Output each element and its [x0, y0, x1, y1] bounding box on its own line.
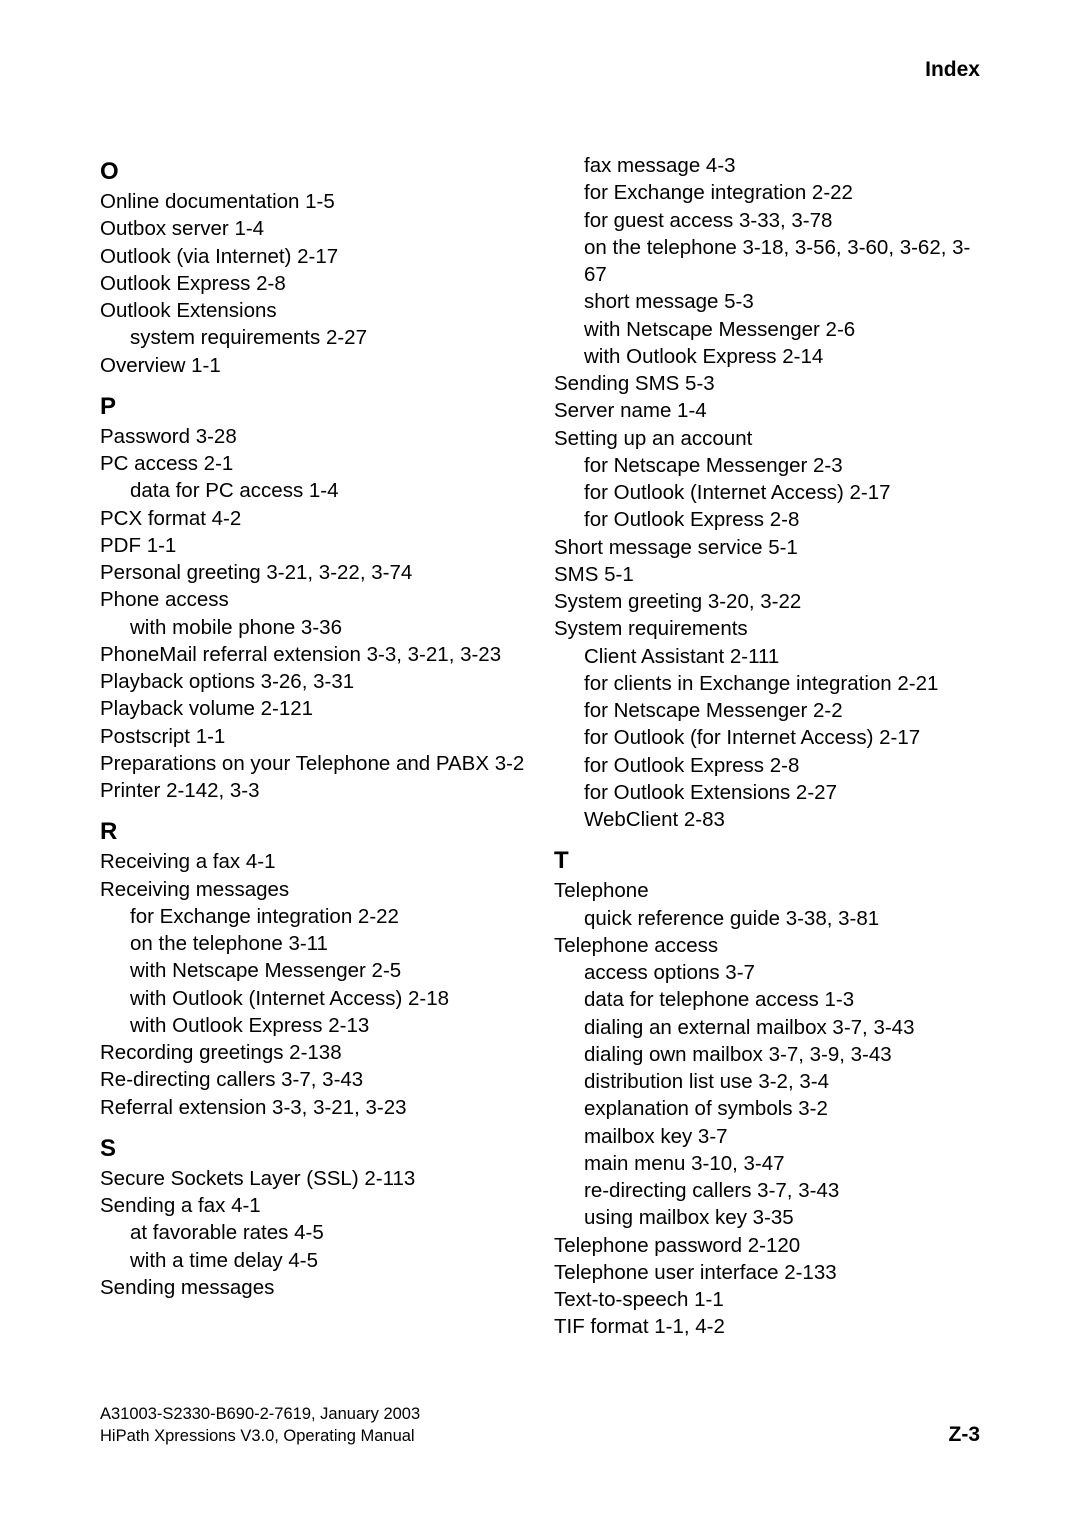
index-subentry: WebClient 2-83 — [554, 806, 980, 833]
page-footer: A31003-S2330-B690-2-7619, January 2003 H… — [100, 1404, 980, 1447]
header-index-title: Index — [100, 58, 980, 82]
index-entry: PDF 1-1 — [100, 532, 526, 559]
index-entry: Printer 2-142, 3-3 — [100, 777, 526, 804]
index-subentry: system requirements 2-27 — [100, 324, 526, 351]
index-subentry: for guest access 3-33, 3-78 — [554, 207, 980, 234]
index-entry: Postscript 1-1 — [100, 723, 526, 750]
index-entry: Short message service 5-1 — [554, 534, 980, 561]
index-subentry: distribution list use 3-2, 3-4 — [554, 1068, 980, 1095]
index-entry: Recording greetings 2-138 — [100, 1039, 526, 1066]
index-subentry: for clients in Exchange integration 2-21 — [554, 670, 980, 697]
index-entry: Personal greeting 3-21, 3-22, 3-74 — [100, 559, 526, 586]
section-letter-s: S — [100, 1135, 526, 1163]
index-subentry: access options 3-7 — [554, 959, 980, 986]
index-columns: O Online documentation 1-5 Outbox server… — [100, 144, 980, 1341]
index-entry: Playback options 3-26, 3-31 — [100, 668, 526, 695]
index-subentry: for Netscape Messenger 2-3 — [554, 452, 980, 479]
section-letter-o: O — [100, 158, 526, 186]
index-entry: Receiving messages — [100, 876, 526, 903]
section-letter-t: T — [554, 847, 980, 875]
index-entry: Password 3-28 — [100, 423, 526, 450]
index-subentry: for Exchange integration 2-22 — [554, 179, 980, 206]
index-subentry: on the telephone 3-18, 3-56, 3-60, 3-62,… — [554, 234, 980, 289]
index-subentry: Client Assistant 2-111 — [554, 643, 980, 670]
index-entry: Telephone user interface 2-133 — [554, 1259, 980, 1286]
index-subentry: for Outlook (Internet Access) 2-17 — [554, 479, 980, 506]
left-column: O Online documentation 1-5 Outbox server… — [100, 144, 526, 1341]
index-subentry: for Exchange integration 2-22 — [100, 903, 526, 930]
index-entry: Online documentation 1-5 — [100, 188, 526, 215]
index-entry: Outlook Extensions — [100, 297, 526, 324]
index-entry: System requirements — [554, 615, 980, 642]
footer-doc-id: A31003-S2330-B690-2-7619, January 2003 H… — [100, 1404, 980, 1447]
index-subentry: dialing own mailbox 3-7, 3-9, 3-43 — [554, 1041, 980, 1068]
index-entry: Telephone — [554, 877, 980, 904]
index-entry: Secure Sockets Layer (SSL) 2-113 — [100, 1165, 526, 1192]
section-letter-p: P — [100, 393, 526, 421]
footer-line2: HiPath Xpressions V3.0, Operating Manual — [100, 1426, 980, 1447]
index-subentry: explanation of symbols 3-2 — [554, 1095, 980, 1122]
index-subentry: with Outlook Express 2-14 — [554, 343, 980, 370]
index-subentry: short message 5-3 — [554, 288, 980, 315]
index-subentry: at favorable rates 4-5 — [100, 1219, 526, 1246]
section-letter-r: R — [100, 818, 526, 846]
index-entry: Re-directing callers 3-7, 3-43 — [100, 1066, 526, 1093]
index-entry: Telephone access — [554, 932, 980, 959]
index-subentry: with Netscape Messenger 2-5 — [100, 957, 526, 984]
index-subentry: with a time delay 4-5 — [100, 1247, 526, 1274]
index-entry: SMS 5-1 — [554, 561, 980, 588]
index-entry: Sending a fax 4-1 — [100, 1192, 526, 1219]
right-column: fax message 4-3 for Exchange integration… — [554, 144, 980, 1341]
index-subentry: mailbox key 3-7 — [554, 1123, 980, 1150]
index-subentry: dialing an external mailbox 3-7, 3-43 — [554, 1014, 980, 1041]
index-subentry: with mobile phone 3-36 — [100, 614, 526, 641]
index-subentry: with Outlook Express 2-13 — [100, 1012, 526, 1039]
index-subentry: with Outlook (Internet Access) 2-18 — [100, 985, 526, 1012]
index-subentry: fax message 4-3 — [554, 152, 980, 179]
index-subentry: main menu 3-10, 3-47 — [554, 1150, 980, 1177]
index-entry: Sending messages — [100, 1274, 526, 1301]
spacer — [554, 144, 980, 152]
index-entry: Telephone password 2-120 — [554, 1232, 980, 1259]
index-subentry: for Outlook (for Internet Access) 2-17 — [554, 724, 980, 751]
index-entry: TIF format 1-1, 4-2 — [554, 1313, 980, 1340]
index-entry: PCX format 4-2 — [100, 505, 526, 532]
index-entry: PC access 2-1 — [100, 450, 526, 477]
page-number: Z-3 — [949, 1423, 981, 1447]
index-entry: Referral extension 3-3, 3-21, 3-23 — [100, 1094, 526, 1121]
index-subentry: for Outlook Express 2-8 — [554, 506, 980, 533]
index-entry: Outlook (via Internet) 2-17 — [100, 243, 526, 270]
index-entry: Receiving a fax 4-1 — [100, 848, 526, 875]
index-entry: Preparations on your Telephone and PABX … — [100, 750, 526, 777]
index-subentry: for Outlook Express 2-8 — [554, 752, 980, 779]
index-entry: Phone access — [100, 586, 526, 613]
index-entry: Outbox server 1-4 — [100, 215, 526, 242]
index-entry: Overview 1-1 — [100, 352, 526, 379]
index-entry: Server name 1-4 — [554, 397, 980, 424]
index-subentry: data for PC access 1-4 — [100, 477, 526, 504]
index-entry: Outlook Express 2-8 — [100, 270, 526, 297]
index-subentry: with Netscape Messenger 2-6 — [554, 316, 980, 343]
index-subentry: for Netscape Messenger 2-2 — [554, 697, 980, 724]
index-entry: Sending SMS 5-3 — [554, 370, 980, 397]
index-subentry: data for telephone access 1-3 — [554, 986, 980, 1013]
index-subentry: using mailbox key 3-35 — [554, 1204, 980, 1231]
index-subentry: on the telephone 3-11 — [100, 930, 526, 957]
index-entry: Playback volume 2-121 — [100, 695, 526, 722]
index-subentry: quick reference guide 3-38, 3-81 — [554, 905, 980, 932]
index-subentry: for Outlook Extensions 2-27 — [554, 779, 980, 806]
index-entry: PhoneMail referral extension 3-3, 3-21, … — [100, 641, 526, 668]
index-entry: Setting up an account — [554, 425, 980, 452]
index-entry: System greeting 3-20, 3-22 — [554, 588, 980, 615]
index-entry: Text-to-speech 1-1 — [554, 1286, 980, 1313]
index-subentry: re-directing callers 3-7, 3-43 — [554, 1177, 980, 1204]
footer-line1: A31003-S2330-B690-2-7619, January 2003 — [100, 1404, 980, 1425]
